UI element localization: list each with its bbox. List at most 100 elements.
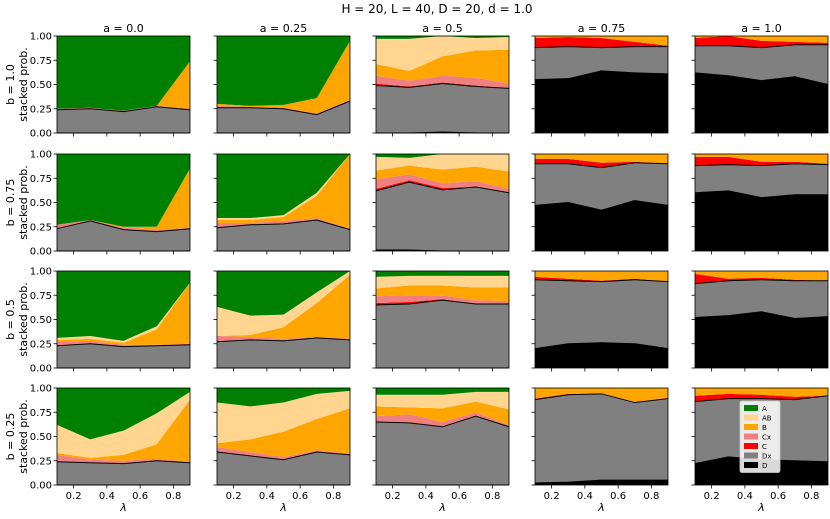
panel-r1-c5: a = 1.0 xyxy=(691,22,829,137)
area-b xyxy=(535,388,668,403)
panel-r4-c4: 0.2 0.4 0.6 0.8 λ xyxy=(531,387,669,514)
area-b xyxy=(217,274,350,339)
panel-r1-c1: 0.00 0.25 0.50 0.75 1.00 a = 0.0 b = 1.0 stacke… xyxy=(4,22,191,140)
area-ab xyxy=(57,391,190,458)
panel-r2-c5 xyxy=(691,153,829,255)
area-b xyxy=(376,165,509,189)
area-a xyxy=(57,388,190,440)
panel-r3-c5 xyxy=(691,270,829,372)
area-dx xyxy=(535,279,668,349)
y-tick-label: 1.00 xyxy=(30,267,52,278)
x-axis-label: λ xyxy=(438,501,446,514)
legend-swatch-c xyxy=(744,443,758,449)
area-a xyxy=(217,154,350,219)
legend-swatch-ab xyxy=(744,414,758,421)
column-title: a = 0.5 xyxy=(422,22,462,35)
area-dx xyxy=(376,300,509,368)
area-d xyxy=(695,190,828,251)
boundary-dx xyxy=(375,299,509,306)
legend-swatch-b xyxy=(744,424,758,430)
boundary-dx xyxy=(694,395,829,403)
y-tick-label: 0.00 xyxy=(30,247,52,258)
panel-r3-c4 xyxy=(531,270,669,372)
area-b xyxy=(217,408,350,457)
y-axis-label: stacked prob. xyxy=(17,47,30,122)
boundary-dx xyxy=(694,279,828,285)
y-axis-label: stacked prob. xyxy=(17,399,30,474)
panel-r2-c4 xyxy=(531,153,669,255)
area-a xyxy=(376,388,509,395)
boundary-d xyxy=(534,479,668,484)
x-tick-label: 0.2 xyxy=(544,491,560,502)
panel-r2-c2 xyxy=(213,153,351,255)
area-a xyxy=(217,388,350,407)
area-dx xyxy=(217,219,350,251)
area-dx xyxy=(535,393,668,484)
area-d xyxy=(535,70,668,133)
boundary-d xyxy=(534,200,669,211)
area-d xyxy=(695,72,828,133)
column-title: a = 0.0 xyxy=(103,22,143,35)
area-ab xyxy=(217,154,350,220)
figure-title: H = 20, L = 40, D = 20, d = 1.0 xyxy=(341,2,532,16)
area-b xyxy=(376,49,509,84)
area-b xyxy=(535,154,668,164)
x-axis-label: λ xyxy=(757,501,765,514)
area-ab xyxy=(376,154,509,172)
legend-label-a: A xyxy=(762,405,767,413)
x-tick-label: 0.4 xyxy=(259,491,275,502)
x-tick-label: 0.8 xyxy=(325,491,341,502)
boundary-d xyxy=(694,190,828,199)
boundary-dx xyxy=(534,46,668,49)
legend-label-b: B xyxy=(762,424,767,432)
legend: A ABB CxC DxD xyxy=(739,400,781,473)
area-dx xyxy=(695,163,828,198)
row-label: b = 0.25 xyxy=(4,413,17,461)
y-tick-label: 0.00 xyxy=(30,129,52,140)
x-tick-label: 0.4 xyxy=(737,491,753,502)
area-d xyxy=(535,200,668,251)
x-axis-label: λ xyxy=(597,501,605,514)
boundary-d xyxy=(534,342,669,350)
legend-label-cx: Cx xyxy=(762,434,771,442)
area-b xyxy=(695,36,828,43)
boundary-d xyxy=(694,311,829,320)
legend-swatch-a xyxy=(744,405,758,411)
row-label: b = 0.75 xyxy=(4,179,17,227)
x-tick-label: 0.2 xyxy=(385,491,401,502)
y-tick-label: 0.25 xyxy=(30,456,52,467)
area-ab xyxy=(376,391,509,410)
x-tick-label: 0.6 xyxy=(451,491,467,502)
y-tick-label: 1.00 xyxy=(30,150,52,161)
area-d xyxy=(695,311,828,368)
y-tick-label: 0.25 xyxy=(30,339,52,350)
area-dx xyxy=(376,83,509,133)
panel-r4-c3: 0.2 0.4 0.6 0.8 λ xyxy=(372,387,510,514)
boundary-dx xyxy=(217,100,351,116)
x-tick-label: 0.8 xyxy=(165,491,181,502)
boundary-dx xyxy=(56,343,191,348)
panel-r1-c2: a = 0.25 xyxy=(213,22,351,137)
area-dx xyxy=(217,452,350,485)
area-dx xyxy=(535,46,668,80)
boundary-dx xyxy=(216,219,351,231)
area-a xyxy=(217,36,350,106)
panel-r1-c3: a = 0.5 xyxy=(372,22,510,137)
area-ab xyxy=(376,36,509,71)
area-b xyxy=(376,285,509,302)
x-tick-label: 0.8 xyxy=(803,491,819,502)
y-tick-label: 1.00 xyxy=(30,32,52,43)
x-tick-label: 0.4 xyxy=(577,491,593,502)
area-c xyxy=(535,158,668,168)
legend-swatch-d xyxy=(744,462,758,468)
panel-grid: 0.000.250.500.751.00a = 0.0b = 1.0 stacke… xyxy=(4,22,829,514)
area-ab xyxy=(217,390,350,444)
area-dx xyxy=(376,182,509,251)
y-tick-label: 0.75 xyxy=(30,56,52,67)
area-b xyxy=(57,399,190,462)
panel-r2-c1: 0.00 0.25 0.50 0.75 1.00 b = 0.75 stacked prob… xyxy=(4,150,191,258)
x-tick-label: 0.6 xyxy=(770,491,786,502)
y-tick-label: 1.00 xyxy=(30,384,52,395)
legend-label-ab: AB xyxy=(762,415,772,423)
